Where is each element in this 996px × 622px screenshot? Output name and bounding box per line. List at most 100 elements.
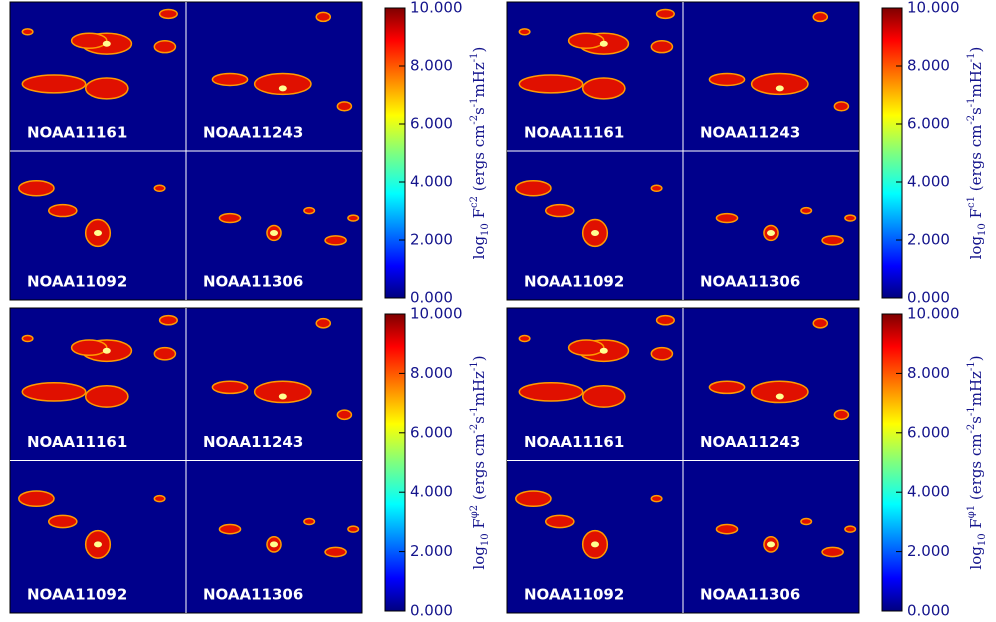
blob-core (270, 541, 278, 548)
blob (336, 409, 353, 421)
colorbar-label: log10 Fφ1 (ergs cm-2s-1mHz-1) (966, 355, 988, 569)
blob (518, 381, 584, 402)
label-part: F (967, 208, 985, 223)
colorbar-tick-label: 2.000 (907, 542, 950, 560)
label-part: F (470, 518, 488, 533)
colorbar-tick-label: 4.000 (907, 173, 950, 191)
label-part: log (470, 546, 488, 570)
blob (708, 72, 746, 87)
label-part: -2 (469, 115, 480, 125)
colorbar-tick-label: 6.000 (410, 423, 453, 441)
blob (812, 11, 829, 23)
panel-label: NOAA11243 (203, 124, 303, 142)
blob-core (94, 541, 102, 548)
heatmap-panel: NOAA11161 NOAA11243 NOAA11092 NOAA11306 0.00… (506, 305, 988, 620)
blob (650, 346, 674, 361)
blob (544, 203, 575, 218)
blob (336, 101, 353, 112)
blob (347, 214, 360, 222)
blob (750, 72, 809, 96)
blob (581, 385, 626, 408)
blob (567, 339, 605, 357)
blob (218, 212, 242, 224)
heatmap-panel: NOAA11161 NOAA11243 NOAA11092 NOAA11306 0.00… (9, 305, 491, 620)
colorbar-tick-label: 0.000 (907, 602, 950, 618)
label-part: ) (470, 47, 488, 53)
blob (153, 39, 177, 54)
blob (70, 339, 108, 357)
label-part: ) (470, 355, 488, 361)
label-part: 10 (977, 533, 988, 546)
blob (581, 77, 626, 100)
colorbar-tick-label: 10.000 (907, 305, 960, 323)
label-part: -1 (966, 97, 977, 107)
blob (47, 203, 78, 218)
blob (518, 334, 531, 343)
heatmap-panel: NOAA11161 NOAA11243 NOAA11092 NOAA11306 0.00… (9, 0, 491, 307)
blob-core (591, 229, 599, 236)
blob-core (270, 229, 278, 236)
blob (347, 525, 360, 533)
panel-label: NOAA11161 (524, 124, 624, 142)
blob (18, 180, 55, 197)
colorbar-tick-label: 2.000 (410, 231, 453, 249)
label-part: -1 (469, 97, 480, 107)
label-part: (ergs cm (470, 433, 488, 504)
panel-label: NOAA11092 (27, 586, 127, 604)
label-part: φ2 (469, 505, 480, 518)
panel-label: NOAA11306 (203, 586, 303, 604)
colorbar-tick-label: 8.000 (410, 57, 453, 75)
blob (833, 101, 850, 112)
blob (324, 235, 347, 246)
blob (715, 523, 739, 535)
label-part: (ergs cm (967, 433, 985, 504)
blob (655, 8, 675, 20)
colorbar-label: log10 Fφ2 (ergs cm-2s-1mHz-1) (469, 355, 491, 569)
label-part: -1 (469, 52, 480, 62)
blob (515, 180, 552, 197)
panel-label: NOAA11306 (700, 586, 800, 604)
blob (833, 409, 850, 421)
blob (158, 314, 178, 326)
blob (324, 546, 347, 558)
label-part: -2 (966, 115, 977, 125)
blob (315, 11, 332, 23)
colorbar-tick-label: 0.000 (410, 289, 453, 307)
blob (303, 517, 316, 526)
blob-core (599, 40, 608, 47)
panel-label: NOAA11092 (524, 273, 624, 291)
panel-label: NOAA11243 (203, 433, 303, 451)
blob (544, 514, 575, 529)
blob (800, 206, 813, 215)
label-part: 10 (977, 223, 988, 236)
blob (21, 28, 34, 36)
colorbar-tick-label: 2.000 (410, 542, 453, 560)
colorbar-tick-label: 6.000 (410, 115, 453, 133)
colorbar-tick-label: 0.000 (410, 602, 453, 618)
label-part: mHz (967, 371, 985, 406)
colorbar-tick-label: 10.000 (410, 305, 463, 323)
blob (655, 314, 675, 326)
panel-label: NOAA11306 (203, 273, 303, 291)
blob (844, 525, 857, 533)
colorbar-tick-label: 8.000 (410, 364, 453, 382)
label-part: F (967, 518, 985, 533)
blob-core (102, 40, 111, 47)
blob (211, 380, 249, 395)
panel-label: NOAA11243 (700, 124, 800, 142)
blob (153, 346, 177, 361)
label-part: mHz (470, 62, 488, 97)
blob (211, 72, 249, 87)
blob (518, 28, 531, 36)
panel-label: NOAA11306 (700, 273, 800, 291)
blob (650, 184, 663, 192)
blob (812, 317, 829, 329)
blob (84, 77, 129, 100)
label-part: ) (967, 47, 985, 53)
panel-label: NOAA11161 (524, 433, 624, 451)
blob (21, 334, 34, 343)
label-part: (ergs cm (967, 125, 985, 196)
blob (821, 235, 844, 246)
